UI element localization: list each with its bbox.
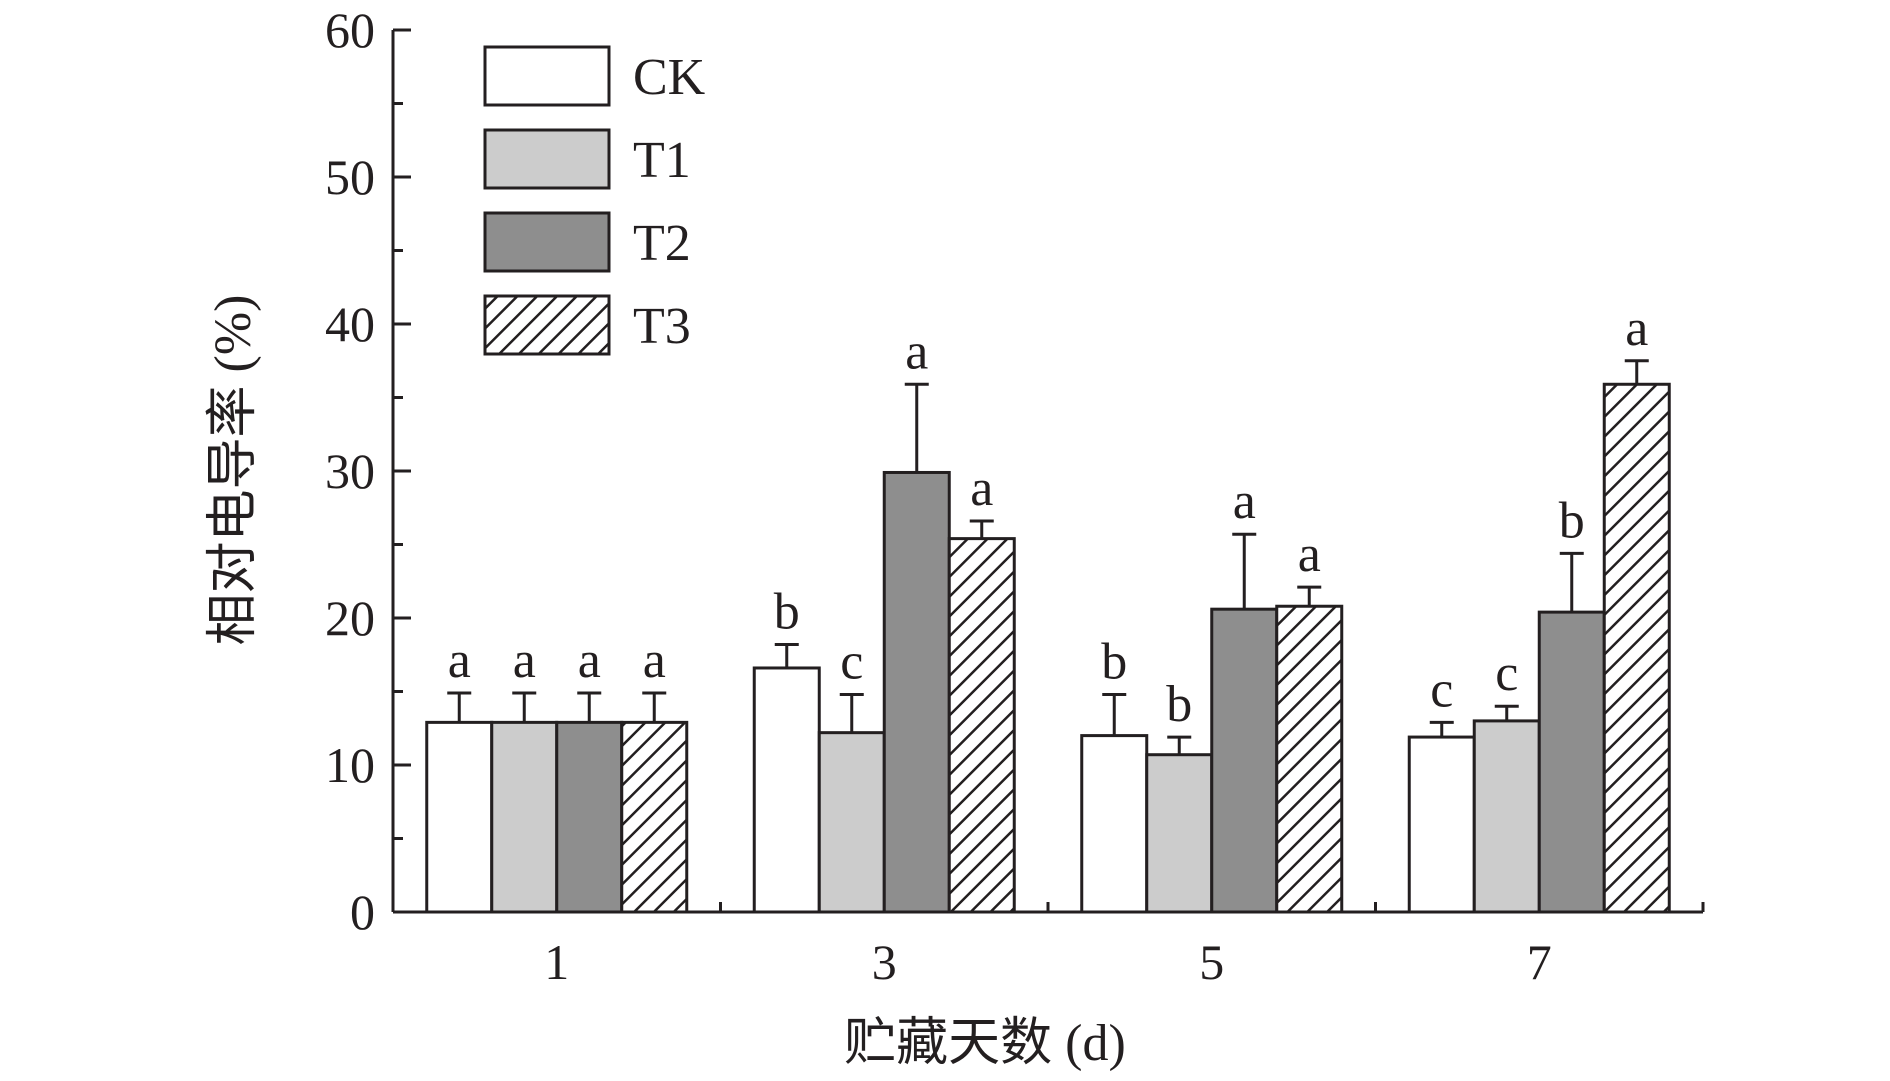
significance-letter: c (1430, 661, 1453, 718)
significance-letter: a (448, 632, 471, 689)
legend-label: T1 (633, 132, 691, 189)
bar (1210, 607, 1279, 914)
bar (1080, 734, 1149, 914)
legend-label: T2 (633, 215, 691, 272)
bar (1602, 382, 1671, 914)
bar (947, 537, 1016, 914)
y-tick-label: 30 (325, 443, 375, 499)
y-tick-label: 10 (325, 737, 375, 793)
legend-swatch (483, 45, 611, 107)
x-tick-label: 3 (872, 934, 897, 990)
bar (490, 720, 559, 914)
significance-letter: a (513, 632, 536, 689)
legend-label: T3 (633, 298, 691, 355)
significance-letter: a (970, 460, 993, 517)
bar (1537, 610, 1606, 914)
bar (752, 666, 821, 914)
x-tick-label: 5 (1199, 934, 1224, 990)
legend-swatch (483, 294, 611, 356)
significance-letter: a (578, 632, 601, 689)
x-tick-label: 7 (1527, 934, 1552, 990)
legend-label: CK (633, 49, 706, 106)
bar (817, 731, 886, 914)
x-tick-label: 1 (544, 934, 569, 990)
bar (1407, 735, 1476, 914)
significance-letter: b (1559, 492, 1585, 549)
bar (555, 720, 624, 914)
significance-letter: c (1495, 645, 1518, 702)
y-tick-label: 20 (325, 590, 375, 646)
bar (620, 720, 689, 914)
y-tick-label: 50 (325, 149, 375, 205)
significance-letter: b (774, 583, 800, 640)
y-axis-title: 相对电导率 (%) (205, 295, 262, 646)
bar (1145, 753, 1214, 914)
y-tick-label: 0 (350, 884, 375, 940)
significance-letter: b (1166, 676, 1192, 733)
bar (882, 470, 951, 914)
x-axis-title: 贮藏天数 (d) (844, 1015, 1126, 1072)
significance-letter: b (1101, 633, 1127, 690)
bar (1472, 719, 1541, 914)
legend: CK T1 T2 T3 (483, 45, 706, 356)
significance-letter: a (1233, 473, 1256, 530)
legend-swatch (483, 128, 611, 190)
bar (425, 720, 494, 914)
significance-letter: a (1298, 526, 1321, 583)
legend-swatch (483, 211, 611, 273)
significance-letter: a (1625, 300, 1648, 357)
y-tick-label: 60 (325, 2, 375, 58)
significance-letter: c (840, 633, 863, 690)
y-tick-label: 40 (325, 296, 375, 352)
significance-letter: a (643, 632, 666, 689)
bar (1275, 604, 1344, 914)
significance-letter: a (905, 323, 928, 380)
